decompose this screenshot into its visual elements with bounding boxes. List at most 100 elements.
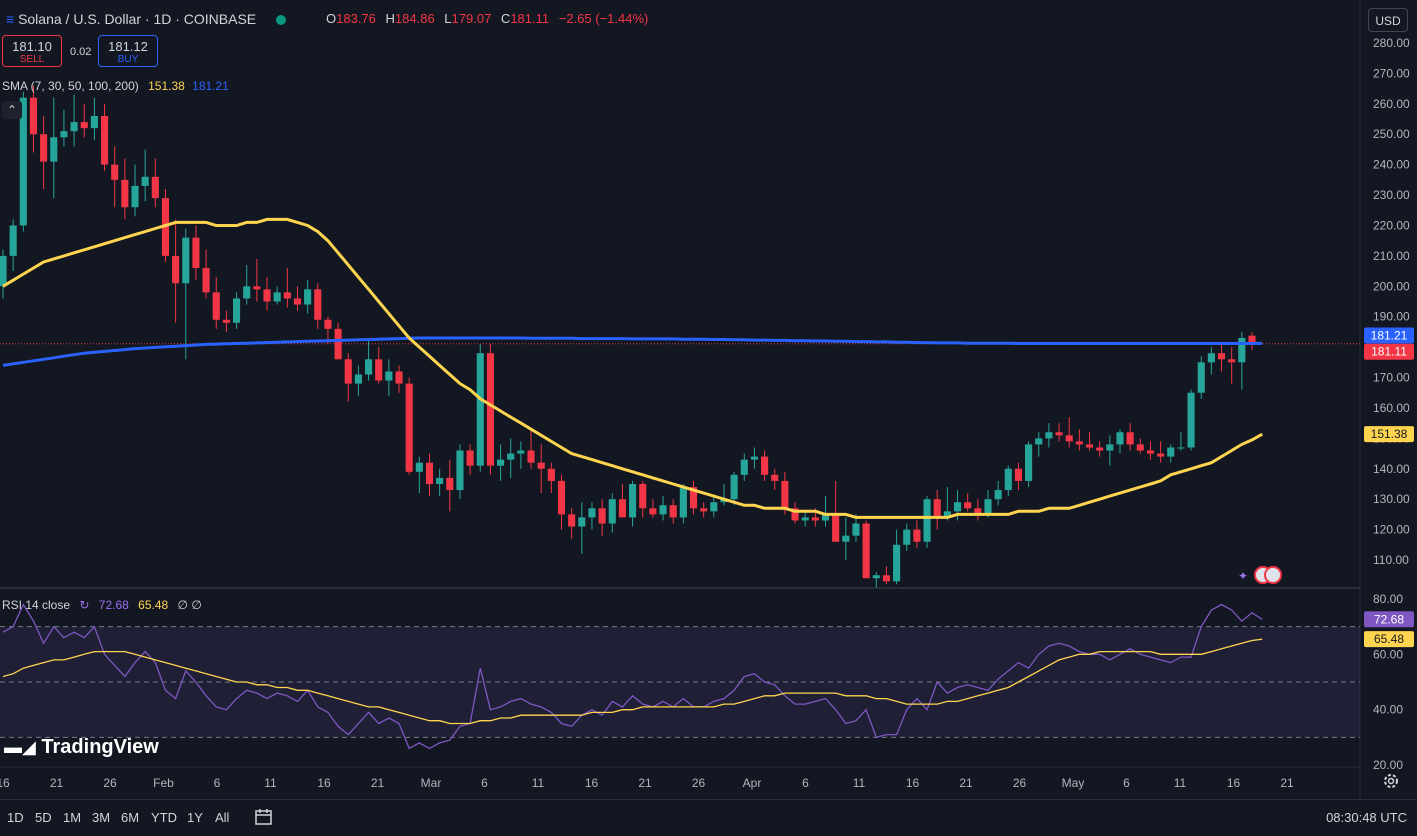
timeframe-6m[interactable]: 6M <box>121 810 140 825</box>
buy-label: BUY <box>117 54 139 65</box>
timeframe-all[interactable]: All <box>215 810 230 825</box>
candle-body <box>943 511 951 518</box>
price-tick-label: 200.00 <box>1373 279 1410 293</box>
clock[interactable]: 08:30:48 UTC <box>1326 810 1407 825</box>
candle-body <box>994 490 1002 500</box>
time-tick-label: 21 <box>638 776 652 790</box>
rsi-extra: ∅ ∅ <box>177 598 202 612</box>
symbol-header[interactable]: ≡ Solana / U.S. Dollar · 1D · COINBASE <box>6 11 294 27</box>
events-icon[interactable]: ✦ <box>1238 565 1288 585</box>
candle-body <box>537 462 545 469</box>
rsi-value-tag-bg <box>1364 611 1414 628</box>
time-tick-label: Apr <box>743 776 762 790</box>
candle-body <box>1187 392 1195 448</box>
time-tick-label: 21 <box>371 776 385 790</box>
currency-selector[interactable]: USD <box>1368 8 1408 32</box>
candle-body <box>70 122 78 132</box>
price-tick-label: 270.00 <box>1373 66 1410 80</box>
candle-body <box>436 477 444 484</box>
rsi-tick-label: 60.00 <box>1373 647 1403 661</box>
symbol-title: Solana / U.S. Dollar · 1D · COINBASE <box>18 11 257 27</box>
price-tick-label: 250.00 <box>1373 127 1410 141</box>
candle-body <box>557 480 566 515</box>
bottom-toolbar: 1D 5D 1M 3M 6M YTD 1Y All 08:30:48 UTC <box>0 799 1417 836</box>
time-tick-label: 21 <box>50 776 64 790</box>
buy-button[interactable]: 181.12 BUY <box>98 35 158 67</box>
sma-legend[interactable]: SMA (7, 30, 50, 100, 200) 151.38 181.21 <box>2 79 229 93</box>
price-tick-label: 140.00 <box>1373 462 1410 476</box>
candle-body <box>618 499 626 518</box>
candle-body <box>293 298 302 305</box>
candle-body <box>151 176 159 199</box>
calendar-icon[interactable] <box>254 807 274 827</box>
rsi-line <box>2 603 1263 750</box>
candle-body <box>212 292 220 320</box>
candle-body <box>872 575 880 579</box>
rsi-legend[interactable]: RSI 14 close ↻ 72.68 65.48 ∅ ∅ <box>2 598 202 612</box>
timeframe-1y[interactable]: 1Y <box>187 810 203 825</box>
candle-body <box>243 286 251 299</box>
candle-body <box>953 502 962 512</box>
time-tick-label: 11 <box>264 776 277 790</box>
candle-body <box>395 371 403 384</box>
time-tick-label: 26 <box>1013 776 1027 790</box>
price-tick-label: 190.00 <box>1373 310 1410 324</box>
candle-body <box>111 164 119 180</box>
time-tick-label: Mar <box>421 776 442 790</box>
settings-gear-icon[interactable] <box>1382 772 1400 790</box>
sma200-price-tag-bg <box>1364 327 1414 344</box>
timeframe-ytd[interactable]: YTD <box>151 810 177 825</box>
rsi-tick-label: 40.00 <box>1373 703 1403 717</box>
last-price-tag-bg <box>1364 343 1414 360</box>
tradingview-logo[interactable]: ▬◢ TradingView <box>4 736 159 759</box>
candle-body <box>446 477 454 491</box>
cycle-icon[interactable]: ↻ <box>79 598 90 612</box>
candle-body <box>832 514 840 542</box>
candle-body <box>375 359 383 381</box>
time-tick-label: 6 <box>481 776 488 790</box>
candle-body <box>202 268 210 293</box>
price-tick-label: 160.00 <box>1373 401 1410 415</box>
price-tick-label: 120.00 <box>1373 523 1410 537</box>
sma50-price-tag-bg <box>1364 426 1414 443</box>
price-tick-label: 260.00 <box>1373 97 1410 111</box>
price-tick-label: 210.00 <box>1373 249 1410 263</box>
price-tick-label: 110.00 <box>1373 553 1409 567</box>
hamburger-icon[interactable]: ≡ <box>6 11 15 27</box>
candle-body <box>405 383 413 472</box>
candle-body <box>131 185 139 208</box>
candle-body <box>608 499 616 524</box>
candle-body <box>1116 432 1124 445</box>
candle-body <box>791 508 799 521</box>
candle-body <box>365 359 373 375</box>
candle-body <box>974 508 982 515</box>
timeframe-1d[interactable]: 1D <box>7 810 24 825</box>
ohlc-high-key: H <box>385 11 395 26</box>
candle-body <box>750 456 758 460</box>
ohlc-open-key: O <box>326 11 337 26</box>
candle-body <box>425 462 434 484</box>
candle-body <box>172 255 180 284</box>
chevron-up-icon[interactable]: ⌃ <box>2 101 22 119</box>
timeframe-3m[interactable]: 3M <box>92 810 111 825</box>
candle-body <box>710 502 718 512</box>
ohlc-close: 181.11 <box>510 11 550 26</box>
candle-body <box>80 122 88 129</box>
candle-body <box>314 289 322 320</box>
candle-body <box>923 499 931 542</box>
ohlc-low: 179.07 <box>451 11 492 26</box>
candle-body <box>1004 468 1012 491</box>
chart-axes: 280.00 270.00 260.00 250.00 240.00 230.00 220.… <box>0 36 1414 790</box>
candle-body <box>882 575 890 582</box>
time-tick-label: 16 <box>0 776 10 790</box>
time-tick-label: May <box>1062 776 1085 790</box>
timeframe-1m[interactable]: 1M <box>63 810 82 825</box>
candle-body <box>771 474 779 481</box>
candle-body <box>842 535 850 542</box>
sell-label: SELL <box>19 54 45 65</box>
timeframe-5d[interactable]: 5D <box>35 810 52 825</box>
sell-button[interactable]: 181.10 SELL <box>2 35 62 67</box>
candle-body <box>507 453 515 460</box>
